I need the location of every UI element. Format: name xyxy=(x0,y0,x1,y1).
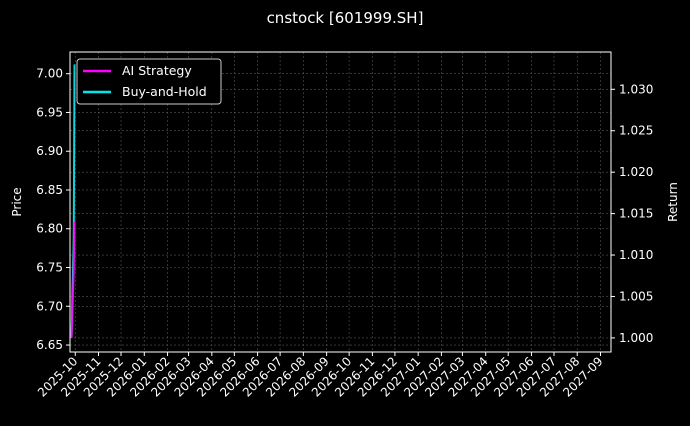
legend-label: Buy-and-Hold xyxy=(122,84,207,99)
y-tick-label: 6.95 xyxy=(36,105,63,119)
y-tick-label: 6.70 xyxy=(36,299,63,313)
legend-box xyxy=(76,58,222,105)
y-tick-label: 6.80 xyxy=(36,222,63,236)
y2-tick-label: 1.010 xyxy=(619,248,653,262)
y-tick-label: 6.65 xyxy=(36,338,63,352)
y2-tick-label: 1.000 xyxy=(619,331,653,345)
y-tick-label: 7.00 xyxy=(36,67,63,81)
y2-tick-label: 1.020 xyxy=(619,165,653,179)
y-tick-label: 6.90 xyxy=(36,144,63,158)
y2-tick-label: 1.025 xyxy=(619,124,653,138)
plot-frame xyxy=(69,51,612,353)
y-axis-label: Price xyxy=(10,187,24,216)
plot-lines xyxy=(70,64,76,338)
y2-axis-label: Return xyxy=(666,182,680,222)
y2-tick-label: 1.030 xyxy=(619,82,653,96)
y-tick-label: 6.75 xyxy=(36,261,63,275)
series-line-ai-strategy xyxy=(70,221,76,338)
legend: AI Strategy Buy-and-Hold xyxy=(76,58,222,105)
chart-title: cnstock [601999.SH] xyxy=(267,9,424,27)
y2-tick-label: 1.015 xyxy=(619,207,653,221)
y2-tick-label: 1.005 xyxy=(619,289,653,303)
legend-label: AI Strategy xyxy=(122,63,192,78)
y-tick-label: 6.85 xyxy=(36,183,63,197)
